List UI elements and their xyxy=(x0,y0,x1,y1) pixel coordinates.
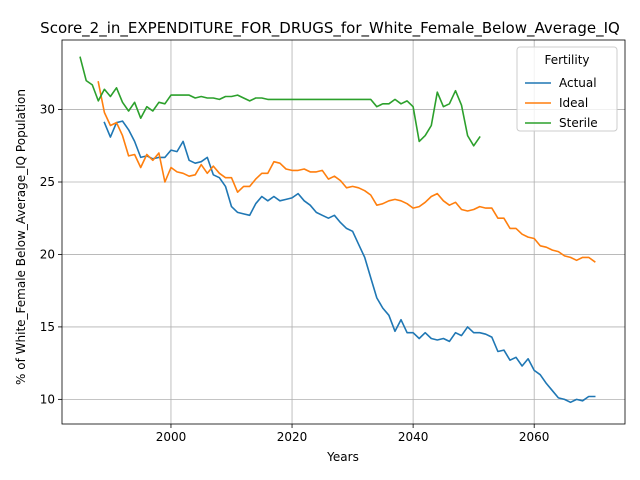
legend-label-actual: Actual xyxy=(559,76,597,90)
plot-area-frame xyxy=(61,39,626,425)
y-axis-label: % of White_Female Below_Average_IQ Popul… xyxy=(14,89,28,385)
axis-ticks: 2000 2020 2040 2060 10 15 20 25 30 xyxy=(40,103,550,444)
legend-title: Fertility xyxy=(544,53,589,67)
x-tick-label: 2040 xyxy=(398,430,429,444)
x-tick-label: 2020 xyxy=(277,430,308,444)
legend-label-sterile: Sterile xyxy=(559,116,598,130)
x-axis-label: Years xyxy=(326,450,359,464)
series-line-sterile xyxy=(79,56,481,147)
y-tick-label: 10 xyxy=(40,392,55,406)
series-line-actual xyxy=(103,120,596,404)
series-lines xyxy=(79,56,596,404)
y-tick-label: 15 xyxy=(40,320,55,334)
legend-label-ideal: Ideal xyxy=(559,96,588,110)
legend-box xyxy=(516,46,618,132)
x-tick-label: 2060 xyxy=(519,430,550,444)
legend: Fertility Actual Ideal Sterile xyxy=(516,46,618,132)
chart-title: Score_2_in_EXPENDITURE_FOR_DRUGS_for_Whi… xyxy=(40,19,620,38)
y-tick-label: 25 xyxy=(40,175,55,189)
y-tick-label: 30 xyxy=(40,103,55,117)
y-tick-label: 20 xyxy=(40,247,55,261)
legend-items: Actual Ideal Sterile xyxy=(525,76,598,130)
series-line-ideal xyxy=(97,81,596,263)
x-tick-label: 2000 xyxy=(156,430,187,444)
